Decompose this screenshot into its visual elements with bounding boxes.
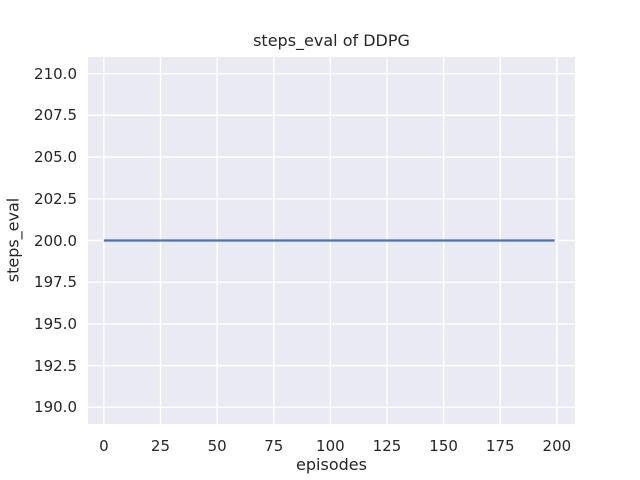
chart-title: steps_eval of DDPG: [253, 31, 410, 50]
y-tick-label: 190.0: [34, 398, 77, 417]
x-tick-label: 125: [372, 437, 402, 455]
plot-svg: [88, 57, 575, 424]
y-tick-label: 192.5: [34, 356, 77, 375]
x-tick-label: 150: [429, 437, 458, 455]
y-tick-label: 200.0: [34, 231, 77, 250]
x-tick-label: 200: [542, 437, 572, 455]
x-tick-label: 175: [485, 437, 515, 455]
x-axis-label: episodes: [296, 455, 367, 474]
x-tick-label: 25: [150, 437, 171, 455]
y-tick-label: 210.0: [34, 64, 77, 83]
x-tick-label: 0: [99, 437, 109, 455]
y-tick-label: 195.0: [34, 314, 77, 333]
x-tick-label: 50: [207, 437, 227, 455]
x-tick-label: 75: [264, 437, 284, 455]
x-tick-label: 100: [316, 437, 345, 455]
y-tick-label: 207.5: [34, 106, 77, 125]
y-tick-label: 202.5: [34, 189, 77, 208]
y-tick-label: 205.0: [34, 148, 77, 167]
plot-area: [88, 57, 575, 424]
y-tick-label: 197.5: [34, 273, 77, 292]
